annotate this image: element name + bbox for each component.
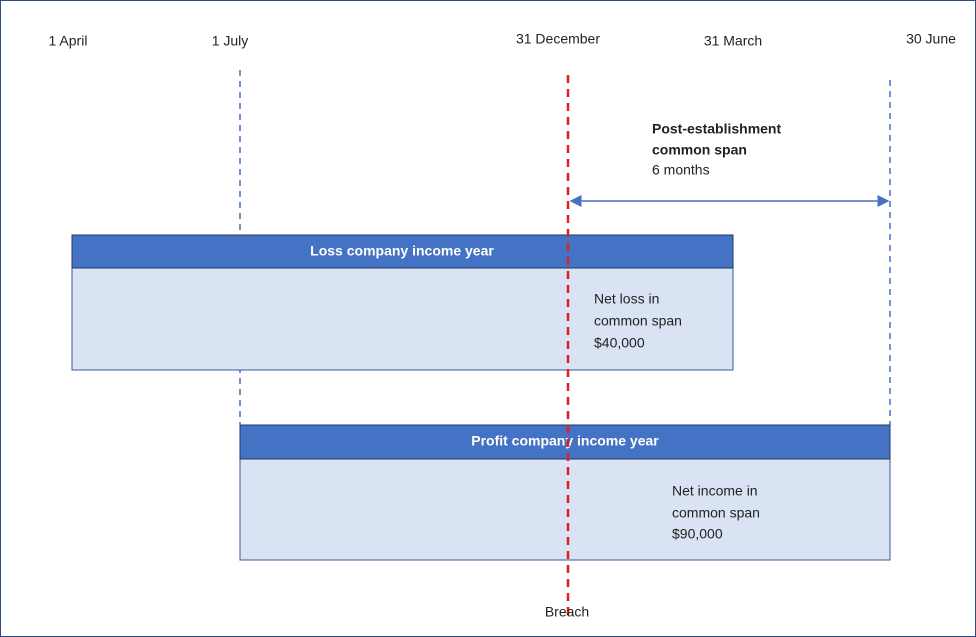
bar-title: Profit company income year (471, 433, 659, 449)
date-label: 1 April (49, 33, 88, 49)
span-length: 6 months (652, 162, 710, 178)
bar-note: common span (594, 313, 682, 329)
bar-note: Net loss in (594, 291, 659, 307)
breach-label: Breach (545, 604, 589, 620)
bar-note: common span (672, 505, 760, 521)
bar-note: $40,000 (594, 335, 645, 351)
bar-header (239, 424, 891, 460)
bar-note: Net income in (672, 483, 758, 499)
span-title: common span (652, 142, 747, 158)
bar-header (71, 234, 734, 269)
date-label: 1 July (212, 33, 249, 49)
date-label: 30 June (906, 31, 956, 47)
bar-note: $90,000 (672, 526, 723, 542)
date-label: 31 March (704, 33, 762, 49)
date-label: 31 December (516, 31, 600, 47)
span-title: Post-establishment (652, 121, 781, 137)
bar-body (71, 267, 734, 371)
bar-title: Loss company income year (310, 243, 494, 259)
bar-body (239, 458, 891, 561)
